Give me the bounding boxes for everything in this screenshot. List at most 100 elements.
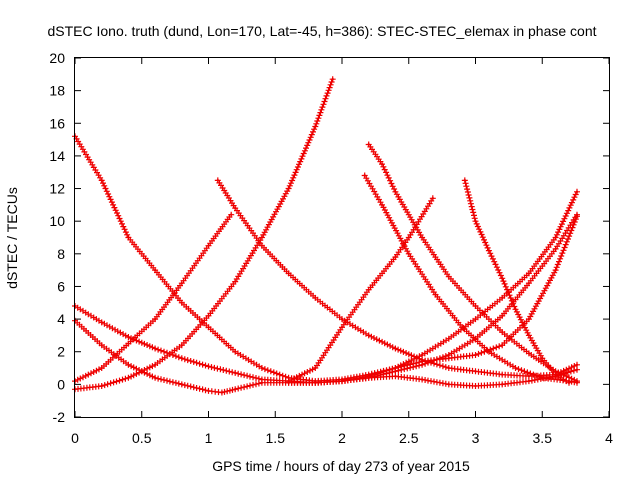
data-point	[367, 288, 370, 291]
series-11	[461, 177, 572, 386]
data-point	[474, 219, 477, 223]
data-point	[100, 344, 103, 347]
series-markers	[72, 76, 336, 393]
data-point	[527, 281, 531, 285]
data-point	[434, 293, 437, 296]
data-point	[153, 376, 157, 380]
x-axis-label: GPS time / hours of day 273 of year 2015	[212, 458, 470, 474]
data-point	[207, 314, 210, 318]
data-point	[501, 383, 504, 386]
data-point	[100, 179, 103, 182]
data-point	[394, 347, 397, 350]
data-point	[234, 371, 237, 375]
data-point	[474, 370, 477, 373]
data-point	[234, 206, 237, 210]
data-point	[527, 317, 531, 321]
data-point	[180, 281, 183, 285]
data-point	[331, 78, 334, 81]
data-point	[100, 366, 103, 370]
data-point	[127, 376, 130, 380]
data-point	[153, 347, 157, 350]
data-point	[420, 353, 424, 357]
data-point	[501, 330, 504, 334]
data-point	[431, 197, 434, 200]
data-point	[575, 363, 579, 366]
data-point	[180, 344, 183, 347]
plot-frame	[74, 57, 610, 418]
y-tick-label: 18	[49, 83, 65, 99]
data-point	[207, 244, 210, 247]
y-tick-label: 2	[57, 344, 65, 360]
data-point	[514, 308, 517, 311]
data-point	[207, 365, 210, 368]
data-point	[460, 326, 464, 329]
series-markers	[72, 211, 235, 385]
data-point	[380, 162, 384, 166]
data-point	[501, 296, 504, 300]
x-tick-label: 0	[71, 430, 79, 446]
data-point	[514, 366, 517, 370]
y-tick-label: 10	[49, 213, 65, 229]
data-point	[234, 388, 237, 391]
data-point	[340, 379, 344, 383]
data-point	[394, 190, 397, 194]
data-point	[180, 383, 183, 386]
data-point	[407, 252, 410, 256]
data-point	[447, 275, 450, 278]
data-point	[340, 326, 344, 329]
data-point	[314, 381, 317, 384]
data-point	[527, 334, 531, 337]
data-point	[363, 174, 366, 177]
data-point	[367, 143, 370, 146]
data-point	[207, 326, 210, 329]
data-point	[287, 187, 290, 190]
data-point	[474, 353, 477, 357]
y-tick-label: 12	[49, 181, 65, 197]
data-point	[100, 384, 103, 388]
data-point	[575, 213, 579, 216]
series-2	[72, 76, 336, 393]
data-point	[100, 321, 103, 324]
data-point	[314, 296, 317, 300]
data-point	[487, 249, 491, 252]
data-point	[287, 381, 290, 384]
x-tick-label: 0.5	[132, 430, 152, 446]
y-tick-label: 0	[57, 376, 65, 392]
data-point	[420, 378, 424, 381]
data-point	[394, 375, 397, 378]
x-tick-label: 2	[338, 430, 346, 446]
data-point	[554, 247, 557, 251]
data-point	[575, 381, 579, 384]
y-tick-label: -2	[53, 409, 66, 425]
data-point	[260, 236, 264, 239]
data-point	[314, 125, 317, 128]
data-point	[127, 335, 130, 339]
data-point	[554, 236, 557, 239]
x-tick-label: 2.5	[399, 430, 419, 446]
data-point	[501, 344, 504, 347]
series-10	[285, 366, 580, 389]
series-4	[72, 211, 235, 385]
data-point	[394, 370, 397, 373]
data-point	[220, 391, 224, 394]
data-point	[234, 280, 237, 283]
data-point	[501, 314, 504, 318]
axes: 0 0.5 1 1.5 2 2.5 3 3.5 4 -2 0 2 4 6 8 10 12 14 16 18 20	[49, 50, 613, 446]
x-tick-label: 3	[472, 430, 480, 446]
data-point	[487, 350, 491, 353]
data-point	[474, 304, 477, 308]
data-point	[127, 236, 130, 239]
data-point	[180, 357, 183, 360]
y-tick-label: 8	[57, 246, 65, 262]
data-point	[527, 352, 531, 355]
data-point	[380, 203, 384, 207]
y-tick-label: 20	[49, 50, 65, 66]
data-point	[554, 268, 557, 272]
y-axis-label: dSTEC / TECUs	[4, 187, 20, 289]
data-point	[180, 301, 183, 304]
data-point	[474, 317, 477, 321]
data-point	[229, 213, 233, 216]
data-point	[153, 268, 157, 272]
x-tick-label: 3.5	[533, 430, 553, 446]
